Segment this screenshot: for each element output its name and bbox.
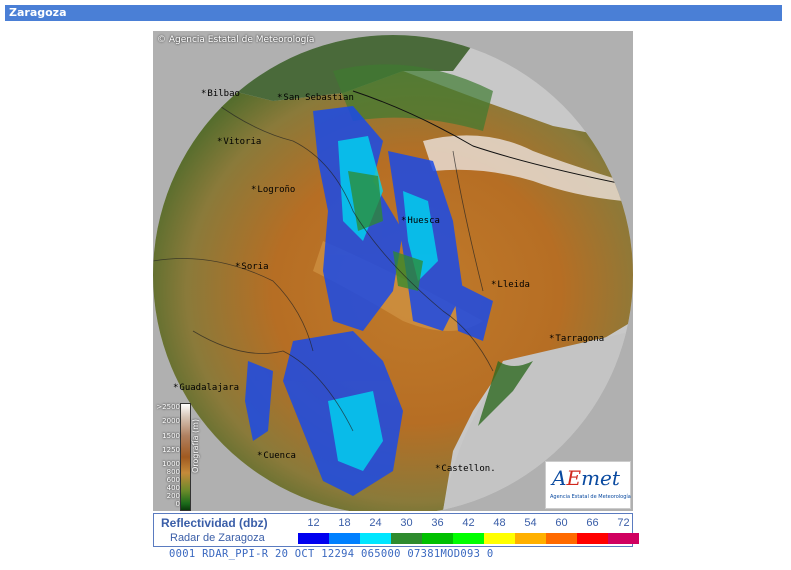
scale-swatch <box>360 533 391 544</box>
scale-swatch <box>422 533 453 544</box>
scale-label: 72 <box>617 517 630 529</box>
city-label: *Castellon. <box>435 464 496 474</box>
scale-label: 18 <box>338 517 351 529</box>
city-label: *Huesca <box>401 216 440 226</box>
city-label: *San Sebastian <box>277 93 354 103</box>
orography-level: 600 <box>166 476 180 484</box>
orography-level: 400 <box>166 484 180 492</box>
scale-swatch <box>577 533 608 544</box>
aemet-logo-subtitle: Agencia Estatal de Meteorología <box>550 494 631 500</box>
scale-swatch <box>329 533 360 544</box>
orography-level: >2500 <box>156 403 180 411</box>
orography-level: 200 <box>166 492 180 500</box>
orography-level: 1000 <box>162 460 180 468</box>
legend-subtitle: Radar de Zaragoza <box>170 532 265 544</box>
scale-swatch <box>453 533 484 544</box>
scale-label: 60 <box>555 517 568 529</box>
radar-map: © Agencia Estatal de Meteorología *Bilba… <box>153 31 633 511</box>
scale-swatch <box>391 533 422 544</box>
city-label: *Logroño <box>251 185 296 195</box>
aemet-logo-text: AEmet <box>552 466 620 490</box>
orography-level: 0 <box>175 500 180 508</box>
orography-level: 1250 <box>162 446 180 454</box>
city-label: *Vitoria <box>217 137 262 147</box>
orography-level: 800 <box>166 468 180 476</box>
status-line: 0001 RDAR_PPI-R 20 OCT 12294 065000 0738… <box>153 548 633 560</box>
scale-label: 30 <box>400 517 413 529</box>
orography-title: Orografía (m) <box>191 418 200 473</box>
scale-label: 36 <box>431 517 444 529</box>
city-label: *Tarragona <box>549 334 605 344</box>
city-label: *Cuenca <box>257 451 296 461</box>
scale-swatch <box>484 533 515 544</box>
orography-colorbar <box>180 403 191 511</box>
orography-legend: >2500 2000 1500 1250 1000 800 600 400 20… <box>153 403 213 511</box>
city-label: *Lleida <box>491 280 530 290</box>
radar-map-image <box>153 31 633 511</box>
reflectivity-legend: Reflectividad (dbz) Radar de Zaragoza 12… <box>153 513 639 547</box>
orography-level: 1500 <box>162 432 180 440</box>
scale-swatch <box>298 533 329 544</box>
scale-swatch <box>546 533 577 544</box>
aemet-logo: AEmet Agencia Estatal de Meteorología <box>545 461 631 509</box>
scale-label: 42 <box>462 517 475 529</box>
window-title: Zaragoza <box>5 5 782 21</box>
legend-title: Reflectividad (dbz) <box>161 516 268 530</box>
status-text: 0001 RDAR_PPI-R 20 OCT 12294 065000 0738… <box>169 548 494 560</box>
scale-label: 54 <box>524 517 537 529</box>
scale-label: 24 <box>369 517 382 529</box>
city-label: *Guadalajara <box>173 383 240 393</box>
scale-label: 66 <box>586 517 599 529</box>
city-label: *Bilbao <box>201 89 240 99</box>
copyright-notice: © Agencia Estatal de Meteorología <box>157 35 315 45</box>
scale-swatch <box>515 533 546 544</box>
scale-label: 48 <box>493 517 506 529</box>
orography-level: 2000 <box>162 417 180 425</box>
scale-swatch <box>608 533 639 544</box>
scale-label: 12 <box>307 517 320 529</box>
city-label: *Soria <box>235 262 269 272</box>
